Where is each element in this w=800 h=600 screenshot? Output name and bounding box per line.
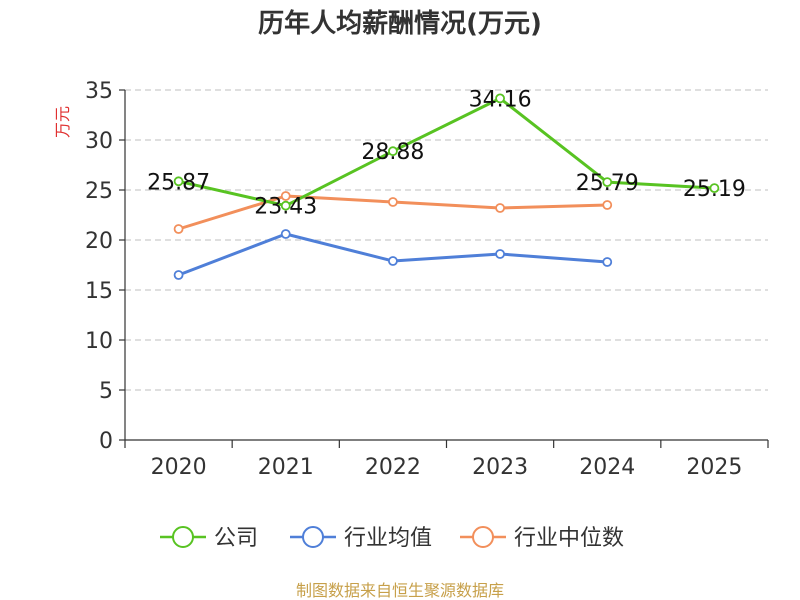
data-point[interactable]: [173, 224, 184, 234]
data-label: 25.79: [576, 171, 639, 196]
data-point[interactable]: [280, 229, 291, 239]
data-point[interactable]: [602, 200, 613, 210]
legend-label: 行业中位数: [514, 526, 624, 551]
data-point[interactable]: [495, 249, 505, 259]
grid-lines: [125, 89, 768, 391]
y-tick-label: 0: [99, 429, 113, 454]
series-line-0: [178, 96, 715, 208]
data-point[interactable]: [280, 200, 291, 211]
data-point[interactable]: [602, 177, 613, 188]
data-point[interactable]: [602, 257, 613, 267]
legend-marker: [472, 526, 494, 548]
data-point[interactable]: [280, 191, 291, 201]
legend-label: 行业均值: [344, 526, 432, 551]
x-tick-label: 2023: [472, 455, 528, 480]
y-tick-label: 30: [85, 129, 113, 154]
data-label: 34.16: [469, 87, 532, 112]
x-tick-label: 2020: [151, 455, 207, 480]
data-point[interactable]: [388, 197, 398, 207]
series-lines: [173, 93, 720, 280]
y-axis-label: 万元: [53, 106, 72, 138]
data-point[interactable]: [388, 256, 398, 266]
y-tick-label: 25: [85, 179, 113, 204]
y-tick-label: 35: [85, 79, 113, 104]
y-tick-label: 10: [85, 329, 113, 354]
x-tick-label: 2021: [258, 455, 314, 480]
legend-item-1[interactable]: 行业均值: [290, 526, 432, 551]
legend-marker: [172, 526, 194, 548]
y-tick-label: 15: [85, 279, 113, 304]
data-label: 23.43: [254, 195, 317, 220]
data-point[interactable]: [495, 203, 505, 213]
data-labels: 25.87 23.43 28.88 34.16 25.79 25.19: [147, 87, 746, 219]
data-point[interactable]: [709, 183, 720, 194]
data-point[interactable]: [173, 176, 184, 187]
legend-item-0[interactable]: 公司: [160, 526, 258, 551]
x-tick-label: 2025: [686, 455, 742, 480]
legend[interactable]: 公司 行业均值 行业中位数: [160, 526, 624, 551]
data-label: 28.88: [361, 140, 424, 165]
legend-label: 公司: [214, 526, 258, 551]
x-tick-label: 2024: [579, 455, 635, 480]
data-point[interactable]: [173, 270, 184, 280]
legend-item-2[interactable]: 行业中位数: [460, 526, 624, 551]
legend-marker: [302, 526, 324, 548]
chart-title: 历年人均薪酬情况(万元): [258, 8, 542, 39]
series-line-1: [178, 232, 608, 277]
y-tick-label: 5: [99, 379, 113, 404]
data-point[interactable]: [388, 146, 398, 157]
y-tick-label: 20: [85, 229, 113, 254]
x-tick-label: 2022: [365, 455, 421, 480]
data-point[interactable]: [495, 93, 505, 104]
source-note: 制图数据来自恒生聚源数据库: [296, 581, 504, 600]
data-label: 25.87: [147, 170, 210, 195]
data-label: 25.19: [683, 177, 746, 202]
